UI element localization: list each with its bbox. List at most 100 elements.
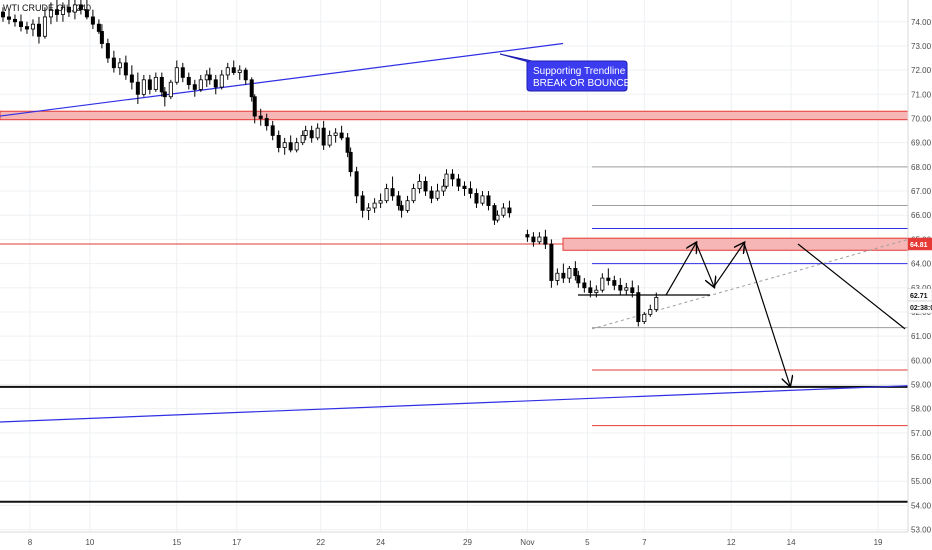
- candle-up: [600, 277, 605, 291]
- candle-up: [435, 190, 440, 199]
- candle-down: [549, 243, 554, 281]
- candle-down: [486, 195, 491, 206]
- candle-down: [588, 287, 593, 294]
- x-tick-label: 12: [727, 538, 736, 547]
- x-tick-label: 15: [172, 538, 181, 547]
- candle-up: [378, 200, 383, 204]
- candle-up: [30, 23, 35, 30]
- y-tick-label: 55.00: [911, 477, 932, 486]
- x-tick-label: 8: [28, 538, 33, 547]
- candle-down: [462, 185, 467, 190]
- candle-down: [186, 76, 191, 86]
- candle-up: [333, 132, 338, 136]
- candle-down: [0, 11, 5, 18]
- candle-up: [555, 272, 560, 281]
- candle-down: [390, 188, 395, 197]
- y-tick-label: 64.00: [911, 260, 932, 269]
- y-tick-label: 74.00: [911, 18, 932, 27]
- projection-arrow: [665, 243, 696, 296]
- y-tick-label: 56.00: [911, 453, 932, 462]
- y-tick-label: 70.00: [911, 114, 932, 123]
- candle-up: [411, 188, 416, 202]
- price-badges: 64.81 62.71 02:38:0: [907, 237, 932, 314]
- price-badge: [907, 237, 932, 251]
- candle-down: [99, 31, 104, 44]
- candle-up: [72, 4, 77, 13]
- candle-down: [618, 284, 623, 291]
- y-tick-label: 73.00: [911, 42, 932, 51]
- candle-down: [96, 23, 101, 32]
- symbol-label: WTI CRUDE OIL, 240: [3, 3, 91, 13]
- projection-arrow: [743, 242, 790, 386]
- candle-down: [345, 137, 350, 153]
- candle-up: [315, 127, 320, 139]
- candle-down: [12, 18, 17, 23]
- plot-area: [0, 0, 908, 532]
- candle-down: [231, 67, 236, 73]
- candle-down: [84, 9, 89, 18]
- candle-down: [423, 180, 428, 192]
- candle-down: [396, 195, 401, 206]
- candle-down: [525, 234, 530, 238]
- projection-path: [578, 242, 906, 386]
- projection-arrow: [695, 242, 714, 287]
- x-tick-label: 7: [642, 538, 647, 547]
- candle-down: [135, 81, 140, 95]
- candle-down: [348, 151, 353, 173]
- candle-up: [642, 313, 647, 323]
- candle-down: [24, 26, 29, 30]
- y-tick-label: 71.00: [911, 90, 932, 99]
- price-badge: [907, 288, 932, 302]
- candle-down: [192, 84, 197, 90]
- candle-down: [252, 96, 257, 117]
- y-tick-label: 53.00: [911, 526, 932, 535]
- candle-down: [159, 76, 164, 93]
- projection-arrow: [713, 243, 744, 287]
- candle-up: [198, 79, 203, 90]
- candle-down: [309, 130, 314, 139]
- candle-down: [288, 142, 293, 151]
- candle-up: [405, 200, 410, 211]
- candle-up: [648, 309, 653, 315]
- candle-down: [606, 277, 611, 281]
- candle-down: [123, 62, 128, 76]
- x-tick-label: 24: [376, 538, 385, 547]
- candle-down: [66, 6, 71, 13]
- candle-up: [153, 76, 158, 90]
- candle-down: [249, 79, 254, 98]
- y-tick-label: 60.00: [911, 356, 932, 365]
- candle-down: [582, 282, 587, 289]
- candle-down: [399, 205, 404, 211]
- candle-down: [54, 9, 59, 15]
- y-tick-label: 69.00: [911, 139, 932, 148]
- x-tick-label: 22: [316, 538, 325, 547]
- candle-down: [354, 171, 359, 197]
- callout-line-2: BREAK OR BOUNCE: [533, 78, 631, 89]
- candle-up: [219, 74, 224, 88]
- candle-up: [495, 214, 500, 221]
- y-tick-label: 72.00: [911, 66, 932, 75]
- y-axis[interactable]: 74.00 73.00 72.00 71.00 70.00 69.00 68.00 67.00…: [911, 18, 932, 535]
- candle-down: [162, 91, 167, 98]
- candle-down: [207, 74, 212, 81]
- candle-up: [654, 297, 659, 310]
- candle-down: [429, 190, 434, 199]
- y-tick-label: 68.00: [911, 163, 932, 172]
- candle-down: [129, 74, 134, 83]
- candle-up: [141, 79, 146, 95]
- y-tick-label: 58.00: [911, 405, 932, 414]
- x-tick-label: 5: [585, 538, 590, 547]
- candle-down: [18, 21, 23, 27]
- candle-up: [282, 142, 287, 148]
- trendline-callout[interactable]: Supporting Trendline BREAK OR BOUNCE: [499, 53, 631, 92]
- x-axis[interactable]: 8 10 15 17 22 24 29 Nov 5 7 12 14 19: [28, 538, 883, 547]
- resistance-band: [0, 110, 909, 121]
- price-badge-label: 64.81: [910, 242, 928, 249]
- candle-up: [225, 67, 230, 76]
- candle-down: [111, 57, 116, 69]
- y-tick-label: 54.00: [911, 501, 932, 510]
- candle-down: [474, 193, 479, 204]
- y-tick-label: 59.00: [911, 380, 932, 389]
- candle-up: [303, 130, 308, 136]
